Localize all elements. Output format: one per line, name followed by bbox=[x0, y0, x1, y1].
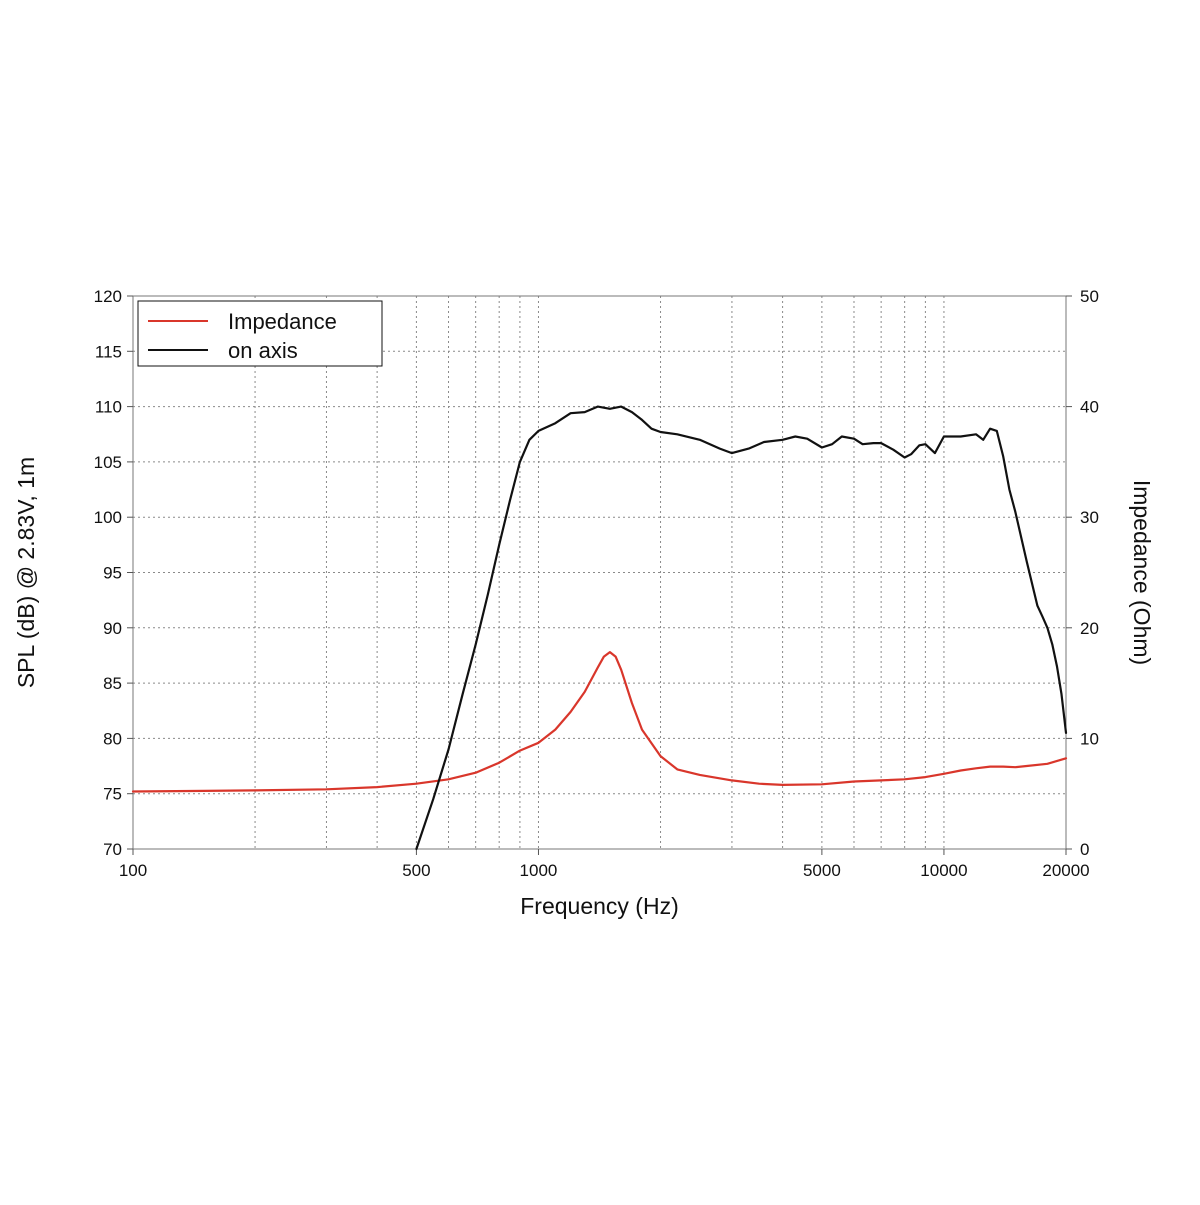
x-tick-label: 100 bbox=[119, 861, 147, 880]
x-tick-label: 1000 bbox=[520, 861, 558, 880]
y-tick-label: 75 bbox=[103, 785, 122, 804]
y-tick-label: 90 bbox=[103, 619, 122, 638]
x-tick-label: 20000 bbox=[1042, 861, 1089, 880]
y-axis-title: SPL (dB) @ 2.83V, 1m bbox=[13, 457, 39, 688]
y2-tick-label: 50 bbox=[1080, 287, 1099, 306]
grid bbox=[133, 296, 1066, 849]
legend: Impedance on axis bbox=[137, 300, 383, 367]
ticks: 70 75 80 85 90 95 100 105 110 115 120 0 10 20 30 40 50 10… bbox=[94, 287, 1099, 880]
legend-label-impedance: Impedance bbox=[228, 309, 337, 334]
y-tick-label: 120 bbox=[94, 287, 122, 306]
x-tick-label: 500 bbox=[402, 861, 430, 880]
legend-label-on-axis: on axis bbox=[228, 338, 298, 363]
series-line-impedance bbox=[131, 650, 1068, 793]
y-tick-label: 95 bbox=[103, 564, 122, 583]
y2-tick-label: 20 bbox=[1080, 619, 1099, 638]
y2-axis-title: Impedance (Ohm) bbox=[1129, 480, 1155, 665]
y2-tick-label: 40 bbox=[1080, 398, 1099, 417]
legend-box bbox=[137, 300, 383, 367]
y2-tick-label: 10 bbox=[1080, 729, 1099, 748]
x-tick-label: 10000 bbox=[920, 861, 967, 880]
y2-tick-label: 0 bbox=[1080, 840, 1089, 859]
y-tick-label: 85 bbox=[103, 674, 122, 693]
y-tick-label: 70 bbox=[103, 840, 122, 859]
y-tick-label: 105 bbox=[94, 453, 122, 472]
y2-tick-label: 30 bbox=[1080, 508, 1099, 527]
y-tick-label: 80 bbox=[103, 729, 122, 748]
y-tick-label: 115 bbox=[95, 342, 122, 361]
y-tick-label: 110 bbox=[95, 398, 122, 417]
x-axis-title: Frequency (Hz) bbox=[520, 893, 678, 919]
series-layer bbox=[131, 405, 1068, 851]
series-line-on-axis bbox=[415, 405, 1068, 851]
x-tick-label: 5000 bbox=[803, 861, 841, 880]
y-tick-label: 100 bbox=[94, 508, 122, 527]
